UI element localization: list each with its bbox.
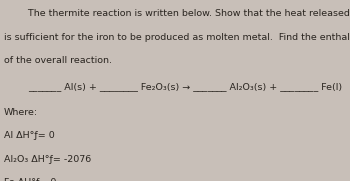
Text: Fe ΔH°ƒ= 0: Fe ΔH°ƒ= 0 — [4, 178, 56, 181]
Text: _______ Al(s) + ________ Fe₂O₃(s) → _______ Al₂O₃(s) + ________ Fe(l): _______ Al(s) + ________ Fe₂O₃(s) → ____… — [28, 82, 342, 91]
Text: Where:: Where: — [4, 108, 38, 117]
Text: The thermite reaction is written below. Show that the heat released in this reac: The thermite reaction is written below. … — [4, 9, 350, 18]
Text: Al₂O₃ ΔH°ƒ= -2076: Al₂O₃ ΔH°ƒ= -2076 — [4, 155, 91, 164]
Text: Al ΔH°ƒ= 0: Al ΔH°ƒ= 0 — [4, 131, 54, 140]
Text: is sufficient for the iron to be produced as molten metal.  Find the enthalpy of: is sufficient for the iron to be produce… — [4, 33, 350, 42]
Text: of the overall reaction.: of the overall reaction. — [4, 56, 112, 65]
